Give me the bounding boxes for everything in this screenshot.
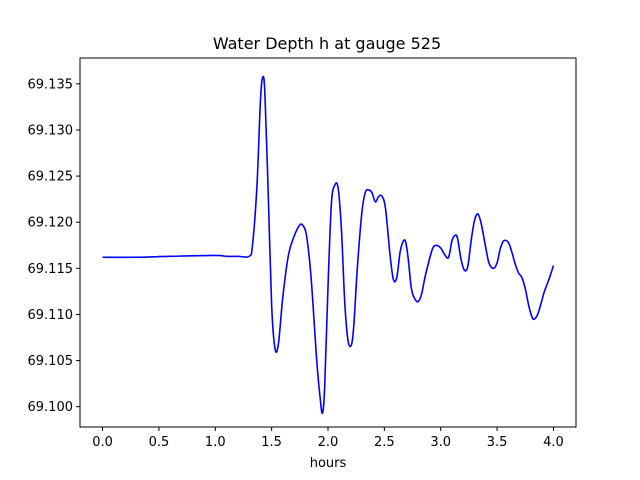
chart-title: Water Depth h at gauge 525 (213, 34, 441, 53)
y-tick-label: 69.130 (28, 123, 74, 138)
x-tick-label: 3.5 (487, 435, 508, 450)
x-tick-label: 3.0 (430, 435, 451, 450)
y-tick-label: 69.120 (28, 216, 74, 231)
x-axis-label: hours (310, 456, 347, 471)
y-tick-label: 69.125 (28, 170, 74, 185)
x-tick-label: 1.5 (261, 435, 282, 450)
x-tick-label: 1.0 (205, 435, 226, 450)
y-tick-label: 69.115 (28, 262, 74, 277)
x-tick-label: 0.0 (92, 435, 113, 450)
y-tick-label: 69.135 (28, 77, 74, 92)
y-tick-label: 69.105 (28, 354, 74, 369)
x-tick-label: 2.5 (374, 435, 395, 450)
series-layer (102, 75, 555, 415)
y-tick-label: 69.100 (28, 400, 74, 415)
x-axis: 0.0 0.5 1.0 1.5 2.0 2.5 3.0 3.5 4.0 (92, 427, 564, 450)
y-tick-label: 69.110 (28, 308, 74, 323)
y-axis: 69.100 69.105 69.110 69.115 69.120 69.125 69.1… (28, 77, 80, 415)
x-tick-label: 0.5 (149, 435, 170, 450)
x-tick-label: 2.0 (318, 435, 339, 450)
x-tick-label: 4.0 (543, 435, 564, 450)
series-line (102, 75, 555, 415)
